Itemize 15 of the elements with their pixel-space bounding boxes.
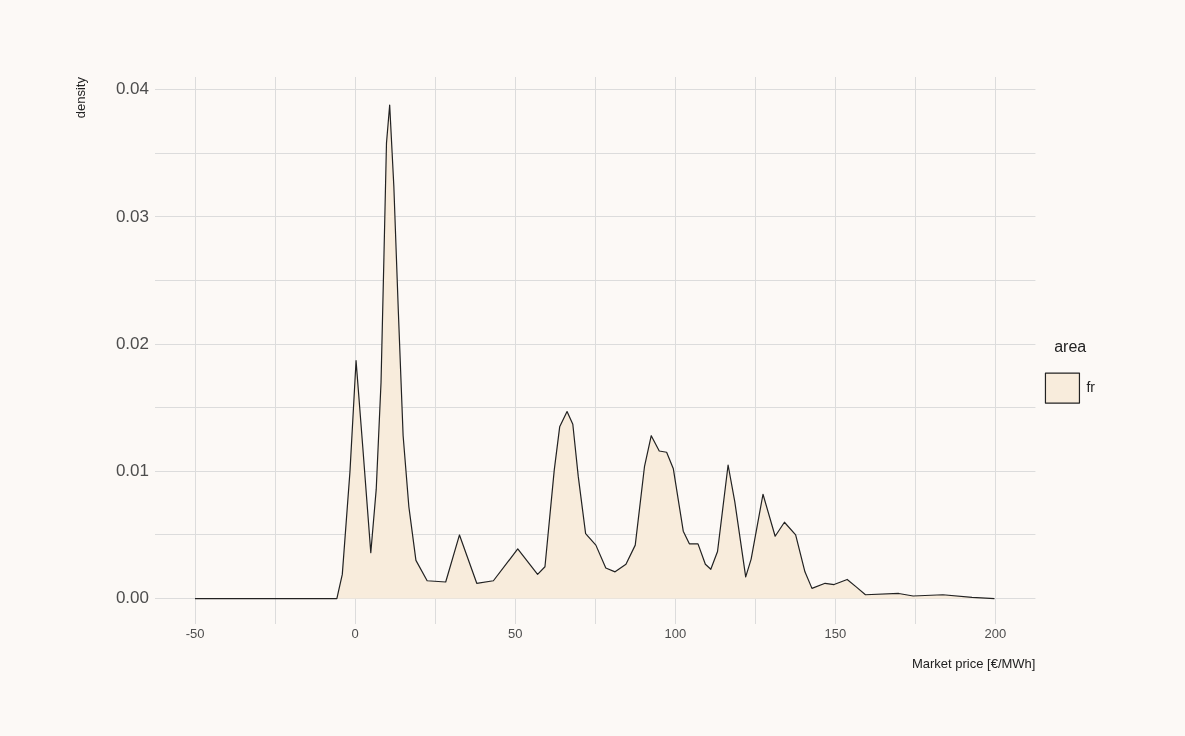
y-tick-label: 0.03 xyxy=(115,206,149,226)
legend-title: area xyxy=(1054,338,1087,356)
y-tick-label: 0.01 xyxy=(115,461,149,481)
y-axis-title: density xyxy=(73,76,89,119)
y-tick-label: 0.04 xyxy=(115,79,149,99)
x-tick-label: 150 xyxy=(824,626,847,642)
x-tick-label: 100 xyxy=(664,626,687,642)
x-tick-label: -50 xyxy=(185,626,205,642)
x-tick-label: 200 xyxy=(984,626,1007,642)
legend-label: fr xyxy=(1086,378,1096,395)
y-tick-label: 0.00 xyxy=(115,588,149,608)
x-tick-label: 0 xyxy=(351,626,359,642)
y-tick-label: 0.02 xyxy=(115,333,149,353)
x-axis-title: Market price [€/MWh] xyxy=(911,655,1036,671)
x-tick-label: 50 xyxy=(507,626,523,642)
